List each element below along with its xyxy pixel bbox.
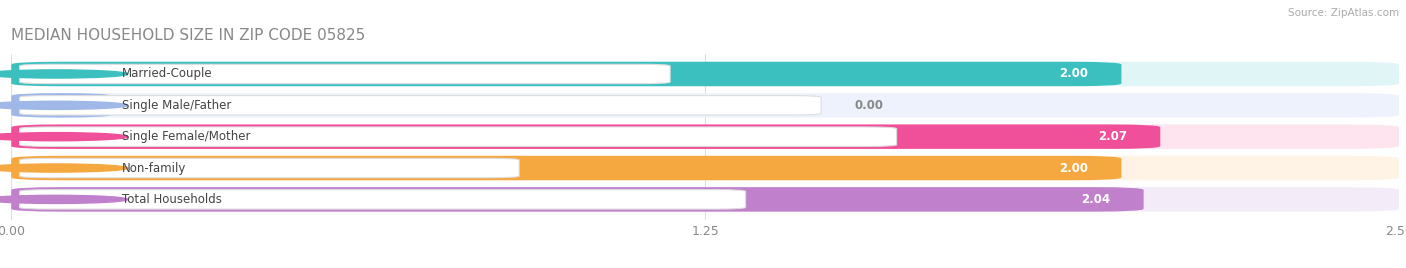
FancyBboxPatch shape — [11, 187, 1143, 212]
FancyBboxPatch shape — [11, 124, 1399, 149]
Text: 0.00: 0.00 — [855, 99, 883, 112]
Text: Single Male/Father: Single Male/Father — [122, 99, 232, 112]
FancyBboxPatch shape — [11, 156, 1122, 180]
Text: Married-Couple: Married-Couple — [122, 68, 212, 80]
FancyBboxPatch shape — [11, 93, 111, 118]
FancyBboxPatch shape — [20, 127, 897, 146]
Text: Single Female/Mother: Single Female/Mother — [122, 130, 250, 143]
Circle shape — [0, 101, 128, 109]
Text: MEDIAN HOUSEHOLD SIZE IN ZIP CODE 05825: MEDIAN HOUSEHOLD SIZE IN ZIP CODE 05825 — [11, 28, 366, 43]
FancyBboxPatch shape — [11, 62, 1399, 86]
FancyBboxPatch shape — [11, 187, 1399, 212]
FancyBboxPatch shape — [11, 124, 1160, 149]
Text: Total Households: Total Households — [122, 193, 222, 206]
Text: 2.00: 2.00 — [1059, 162, 1088, 174]
Text: 2.07: 2.07 — [1098, 130, 1128, 143]
FancyBboxPatch shape — [11, 93, 1399, 118]
Text: 2.04: 2.04 — [1081, 193, 1111, 206]
Text: Source: ZipAtlas.com: Source: ZipAtlas.com — [1288, 8, 1399, 18]
Circle shape — [0, 70, 128, 78]
Circle shape — [0, 164, 128, 172]
FancyBboxPatch shape — [20, 64, 671, 84]
FancyBboxPatch shape — [20, 158, 519, 178]
Circle shape — [0, 195, 128, 203]
FancyBboxPatch shape — [11, 156, 1399, 180]
FancyBboxPatch shape — [11, 62, 1122, 86]
Text: 2.00: 2.00 — [1059, 68, 1088, 80]
FancyBboxPatch shape — [20, 96, 821, 115]
Text: Non-family: Non-family — [122, 162, 187, 174]
FancyBboxPatch shape — [20, 190, 745, 209]
Circle shape — [0, 133, 128, 141]
